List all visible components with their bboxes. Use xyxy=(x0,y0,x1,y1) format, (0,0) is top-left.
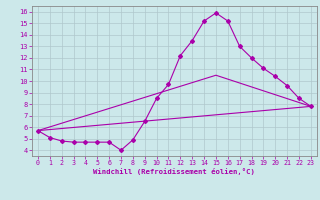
X-axis label: Windchill (Refroidissement éolien,°C): Windchill (Refroidissement éolien,°C) xyxy=(93,168,255,175)
